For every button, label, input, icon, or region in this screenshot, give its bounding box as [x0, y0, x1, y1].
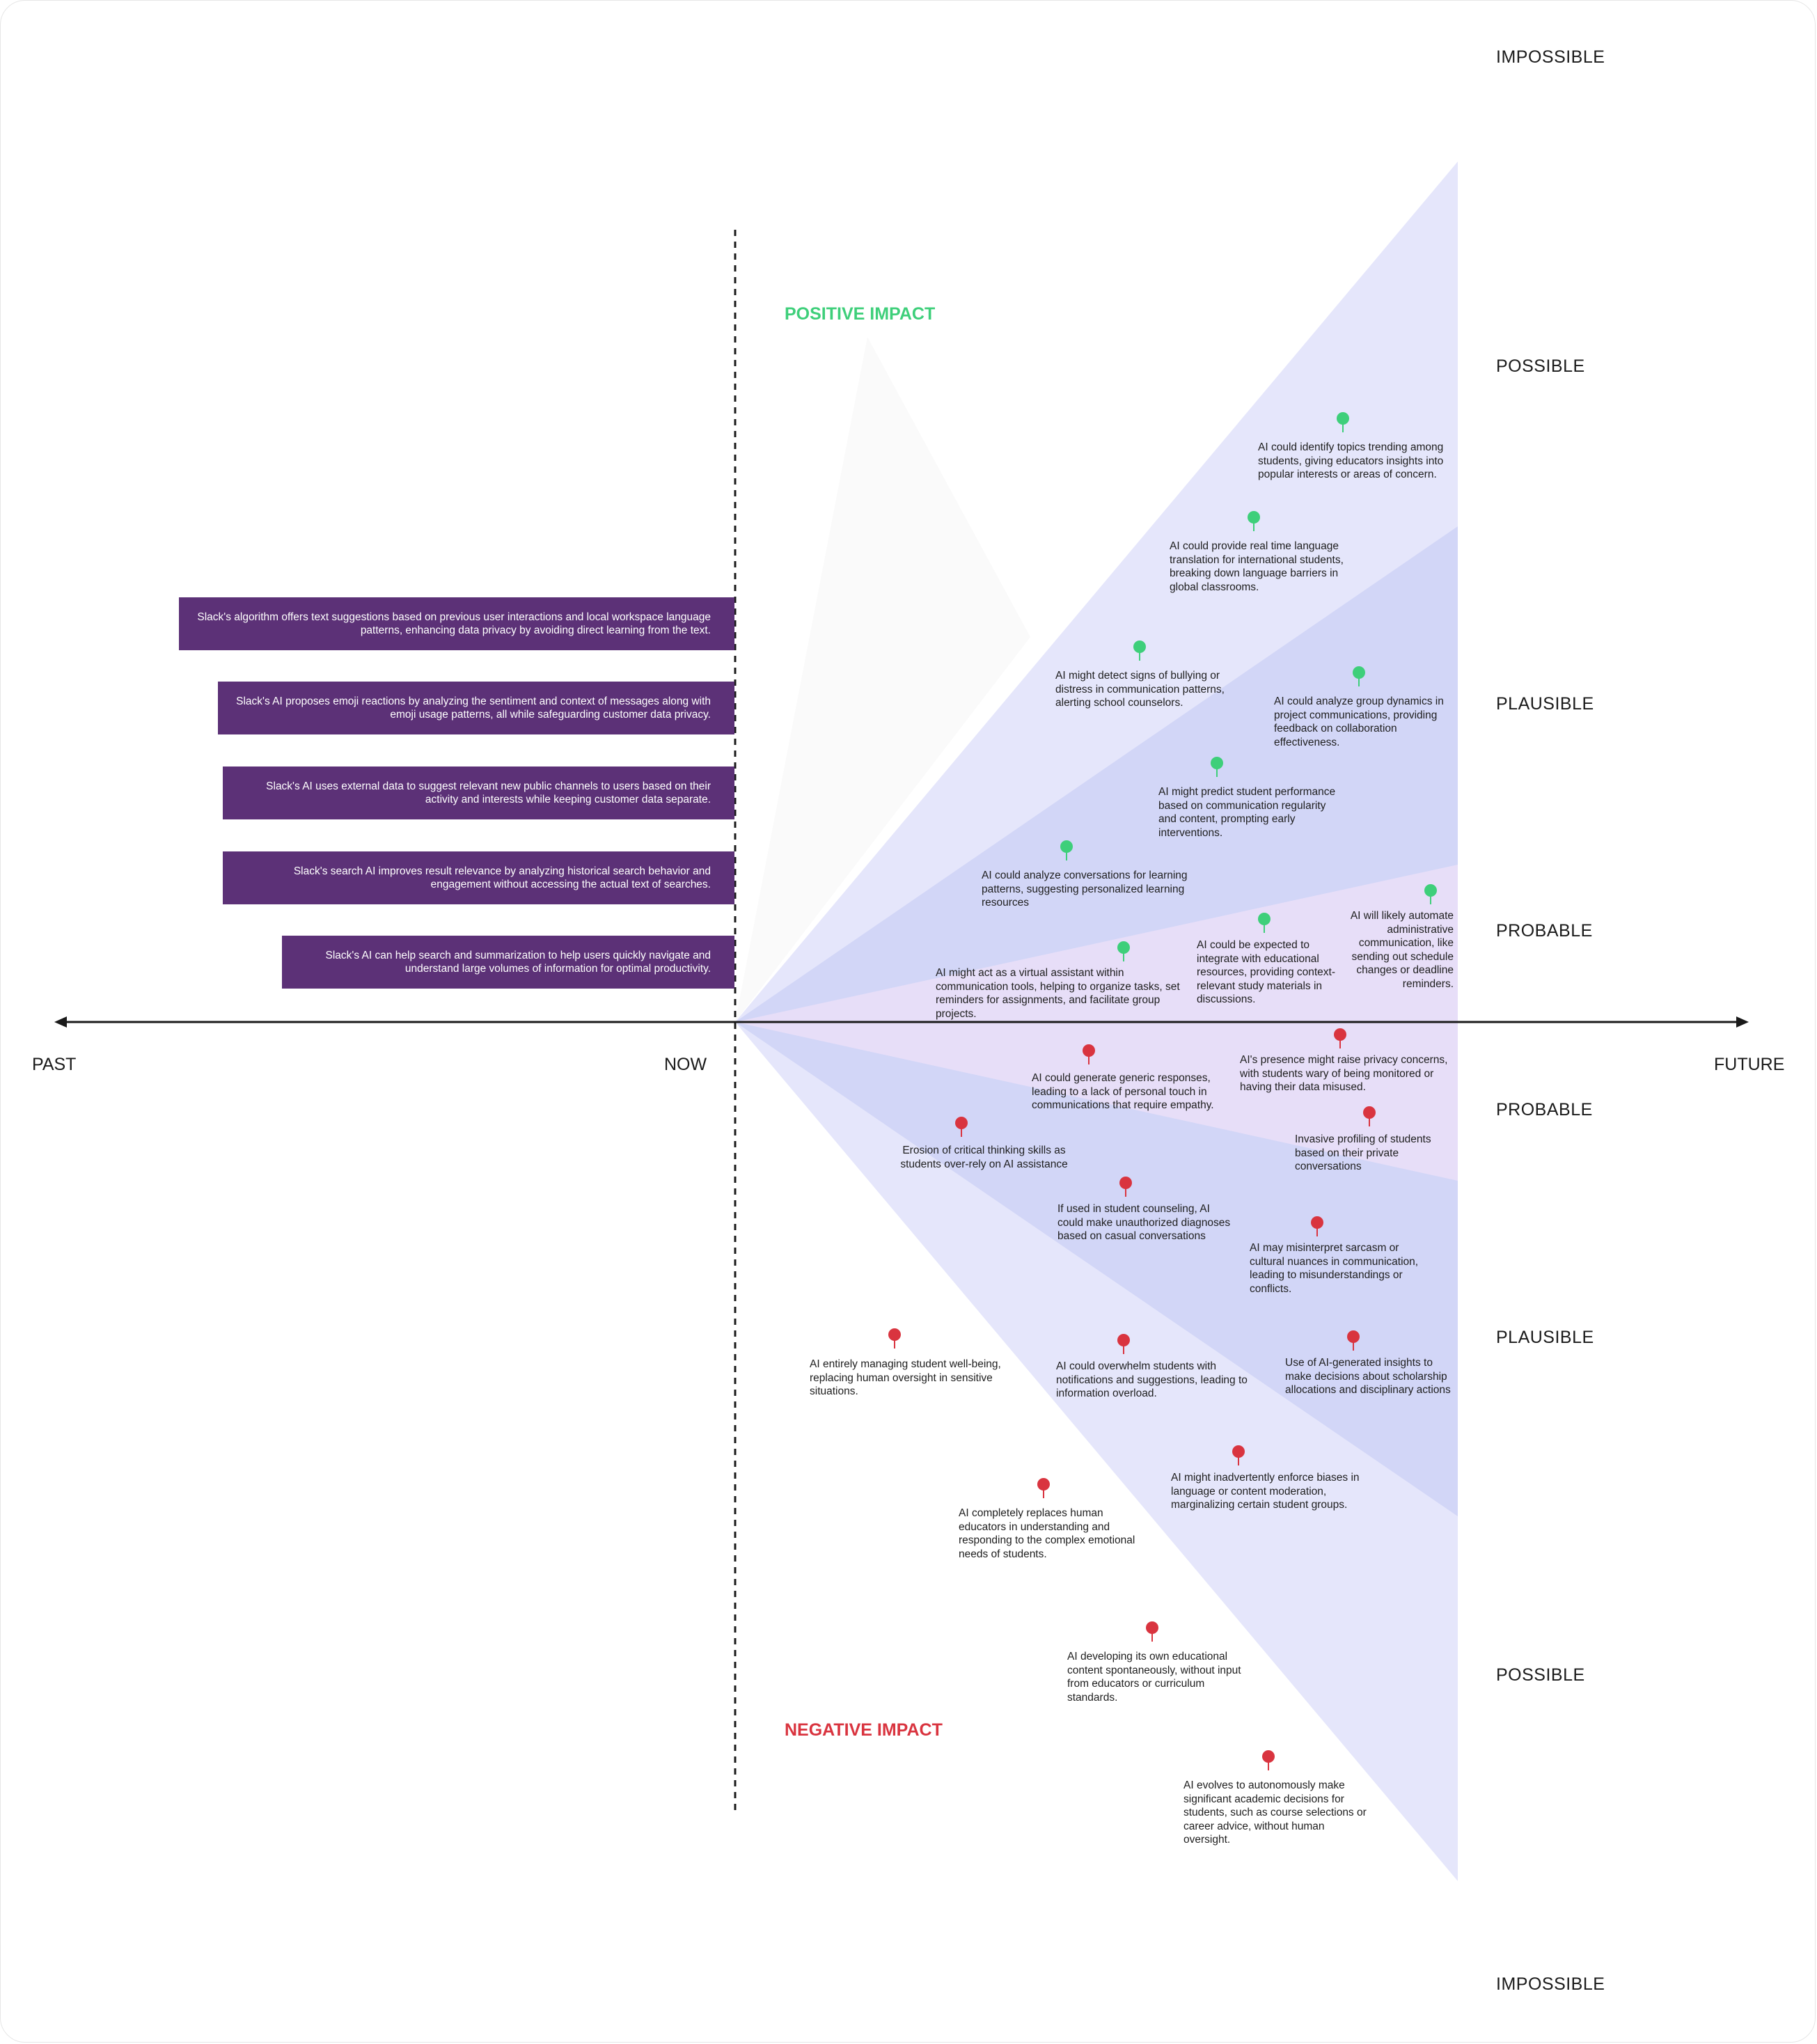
positive-pin-icon [1257, 913, 1271, 934]
negative-pin-icon [1346, 1330, 1360, 1351]
negative-pin-icon [1145, 1621, 1159, 1642]
positive-pin-icon [1247, 511, 1261, 532]
past-item: Slack's AI can help search and summariza… [282, 936, 734, 989]
negative-item: AI completely replaces human educators i… [959, 1507, 1135, 1560]
time-axis-right-arrow [1736, 1016, 1749, 1028]
axis-label-now: NOW [664, 1055, 707, 1074]
negative-pin-icon [1117, 1334, 1131, 1355]
positive-item: AI will likely automate administrative c… [1350, 910, 1454, 990]
positive-pin-icon [1133, 640, 1147, 661]
positive-item: AI could analyze group dynamics in proje… [1274, 695, 1444, 748]
negative-item: Use of AI-generated insights to make dec… [1285, 1357, 1451, 1396]
negative-pin-icon [1037, 1478, 1051, 1499]
plausible-band-top [735, 526, 1458, 1022]
level-plausible-bottom: PLAUSIBLE [1496, 1328, 1594, 1347]
negative-item: If used in student counseling, AI could … [1057, 1203, 1231, 1242]
negative-impact-label: NEGATIVE IMPACT [785, 1720, 943, 1740]
level-possible-top: POSSIBLE [1496, 356, 1585, 376]
negative-pin-icon [954, 1117, 968, 1138]
negative-pin-icon [1119, 1177, 1133, 1197]
positive-pin-icon [1352, 666, 1366, 687]
negative-pin-icon [1261, 1750, 1275, 1771]
negative-item: AI's presence might raise privacy concer… [1240, 1054, 1448, 1093]
positive-pin-icon [1117, 941, 1131, 962]
negative-item: AI might inadvertently enforce biases in… [1171, 1472, 1360, 1511]
probable-band-bottom [735, 1022, 1458, 1181]
positive-item: AI might predict student performance bas… [1158, 786, 1336, 839]
positive-item: AI could be expected to integrate with e… [1197, 939, 1336, 1005]
level-possible-bottom: POSSIBLE [1496, 1665, 1585, 1685]
probable-band-top [735, 865, 1458, 1022]
negative-item: AI may misinterpret sarcasm or cultural … [1250, 1242, 1419, 1295]
positive-item: AI could provide real time language tran… [1170, 540, 1344, 593]
positive-item: AI could identify topics trending among … [1258, 441, 1444, 480]
time-axis-left-arrow [54, 1016, 67, 1028]
positive-item: AI might detect signs of bullying or dis… [1055, 670, 1225, 709]
negative-item: AI entirely managing student well-being,… [810, 1358, 1001, 1397]
negative-item: AI developing its own educational conten… [1067, 1651, 1241, 1704]
positive-pin-icon [1336, 412, 1350, 433]
positive-item: AI might act as a virtual assistant with… [936, 967, 1180, 1020]
level-impossible-bottom: IMPOSSIBLE [1496, 1974, 1605, 1994]
past-item: Slack's search AI improves result releva… [223, 851, 734, 904]
positive-impact-ghost-cone [735, 337, 1030, 1022]
past-item: Slack's AI uses external data to suggest… [223, 766, 734, 819]
negative-item: AI evolves to autonomously make signific… [1183, 1779, 1367, 1846]
positive-item: AI could analyze conversations for learn… [982, 870, 1188, 909]
positive-impact-label: POSITIVE IMPACT [785, 304, 936, 324]
negative-pin-icon [888, 1328, 902, 1349]
negative-pin-icon [1082, 1044, 1096, 1065]
past-item: Slack's AI proposes emoji reactions by a… [218, 682, 734, 734]
negative-pin-icon [1232, 1445, 1245, 1466]
level-plausible-top: PLAUSIBLE [1496, 694, 1594, 714]
negative-item: Erosion of critical thinking skills as s… [900, 1145, 1068, 1170]
positive-pin-icon [1424, 884, 1438, 905]
negative-item: AI could generate generic responses, lea… [1032, 1072, 1214, 1111]
level-impossible-top: IMPOSSIBLE [1496, 47, 1605, 67]
plausible-band-bottom [735, 1022, 1458, 1516]
negative-pin-icon [1333, 1028, 1347, 1049]
axis-label-future: FUTURE [1714, 1055, 1785, 1074]
positive-pin-icon [1060, 840, 1073, 861]
positive-pin-icon [1210, 757, 1224, 778]
axis-label-past: PAST [32, 1055, 77, 1074]
negative-pin-icon [1362, 1106, 1376, 1127]
past-item: Slack's algorithm offers text suggestion… [179, 597, 734, 650]
level-probable-top: PROBABLE [1496, 921, 1593, 941]
negative-item: Invasive profiling of students based on … [1295, 1133, 1431, 1172]
level-probable-bottom: PROBABLE [1496, 1100, 1593, 1119]
negative-pin-icon [1310, 1216, 1324, 1237]
negative-item: AI could overwhelm students with notific… [1056, 1360, 1248, 1399]
